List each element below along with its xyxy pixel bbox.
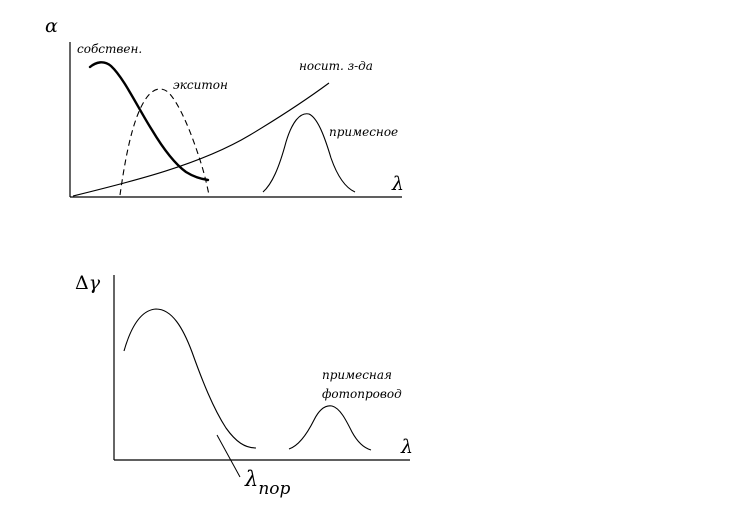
impurity-photoconductivity-curve — [288, 405, 372, 451]
photoconductivity-spectrum-graph: Δγ λ примесная фотопровод λпор — [75, 272, 413, 499]
bottom-y-axis-label: Δγ — [75, 272, 101, 294]
free-carrier-label: носит. з-да — [299, 59, 373, 73]
intrinsic-label: собствен. — [77, 42, 142, 56]
free-carrier-absorption-curve — [72, 82, 330, 197]
absorption-spectrum-graph: α λ собствен. экситон носит. з-да примес… — [45, 15, 404, 198]
intrinsic-absorption-curve — [88, 61, 210, 182]
exciton-label: экситон — [173, 78, 228, 92]
bottom-x-axis-label: λ — [400, 436, 413, 458]
top-y-axis-label: α — [45, 15, 58, 37]
threshold-wavelength-label: λпор — [244, 467, 290, 499]
exciton-absorption-curve — [119, 88, 210, 196]
impurity-absorption-curve — [262, 113, 356, 193]
impurity-photoconductivity-label-line1: примесная — [322, 368, 392, 382]
intrinsic-photoconductivity-curve — [123, 308, 257, 449]
threshold-pointer-line — [216, 434, 241, 478]
impurity-photoconductivity-label-line2: фотопровод — [322, 387, 402, 401]
impurity-label: примесное — [329, 125, 398, 139]
top-x-axis-label: λ — [391, 173, 404, 195]
